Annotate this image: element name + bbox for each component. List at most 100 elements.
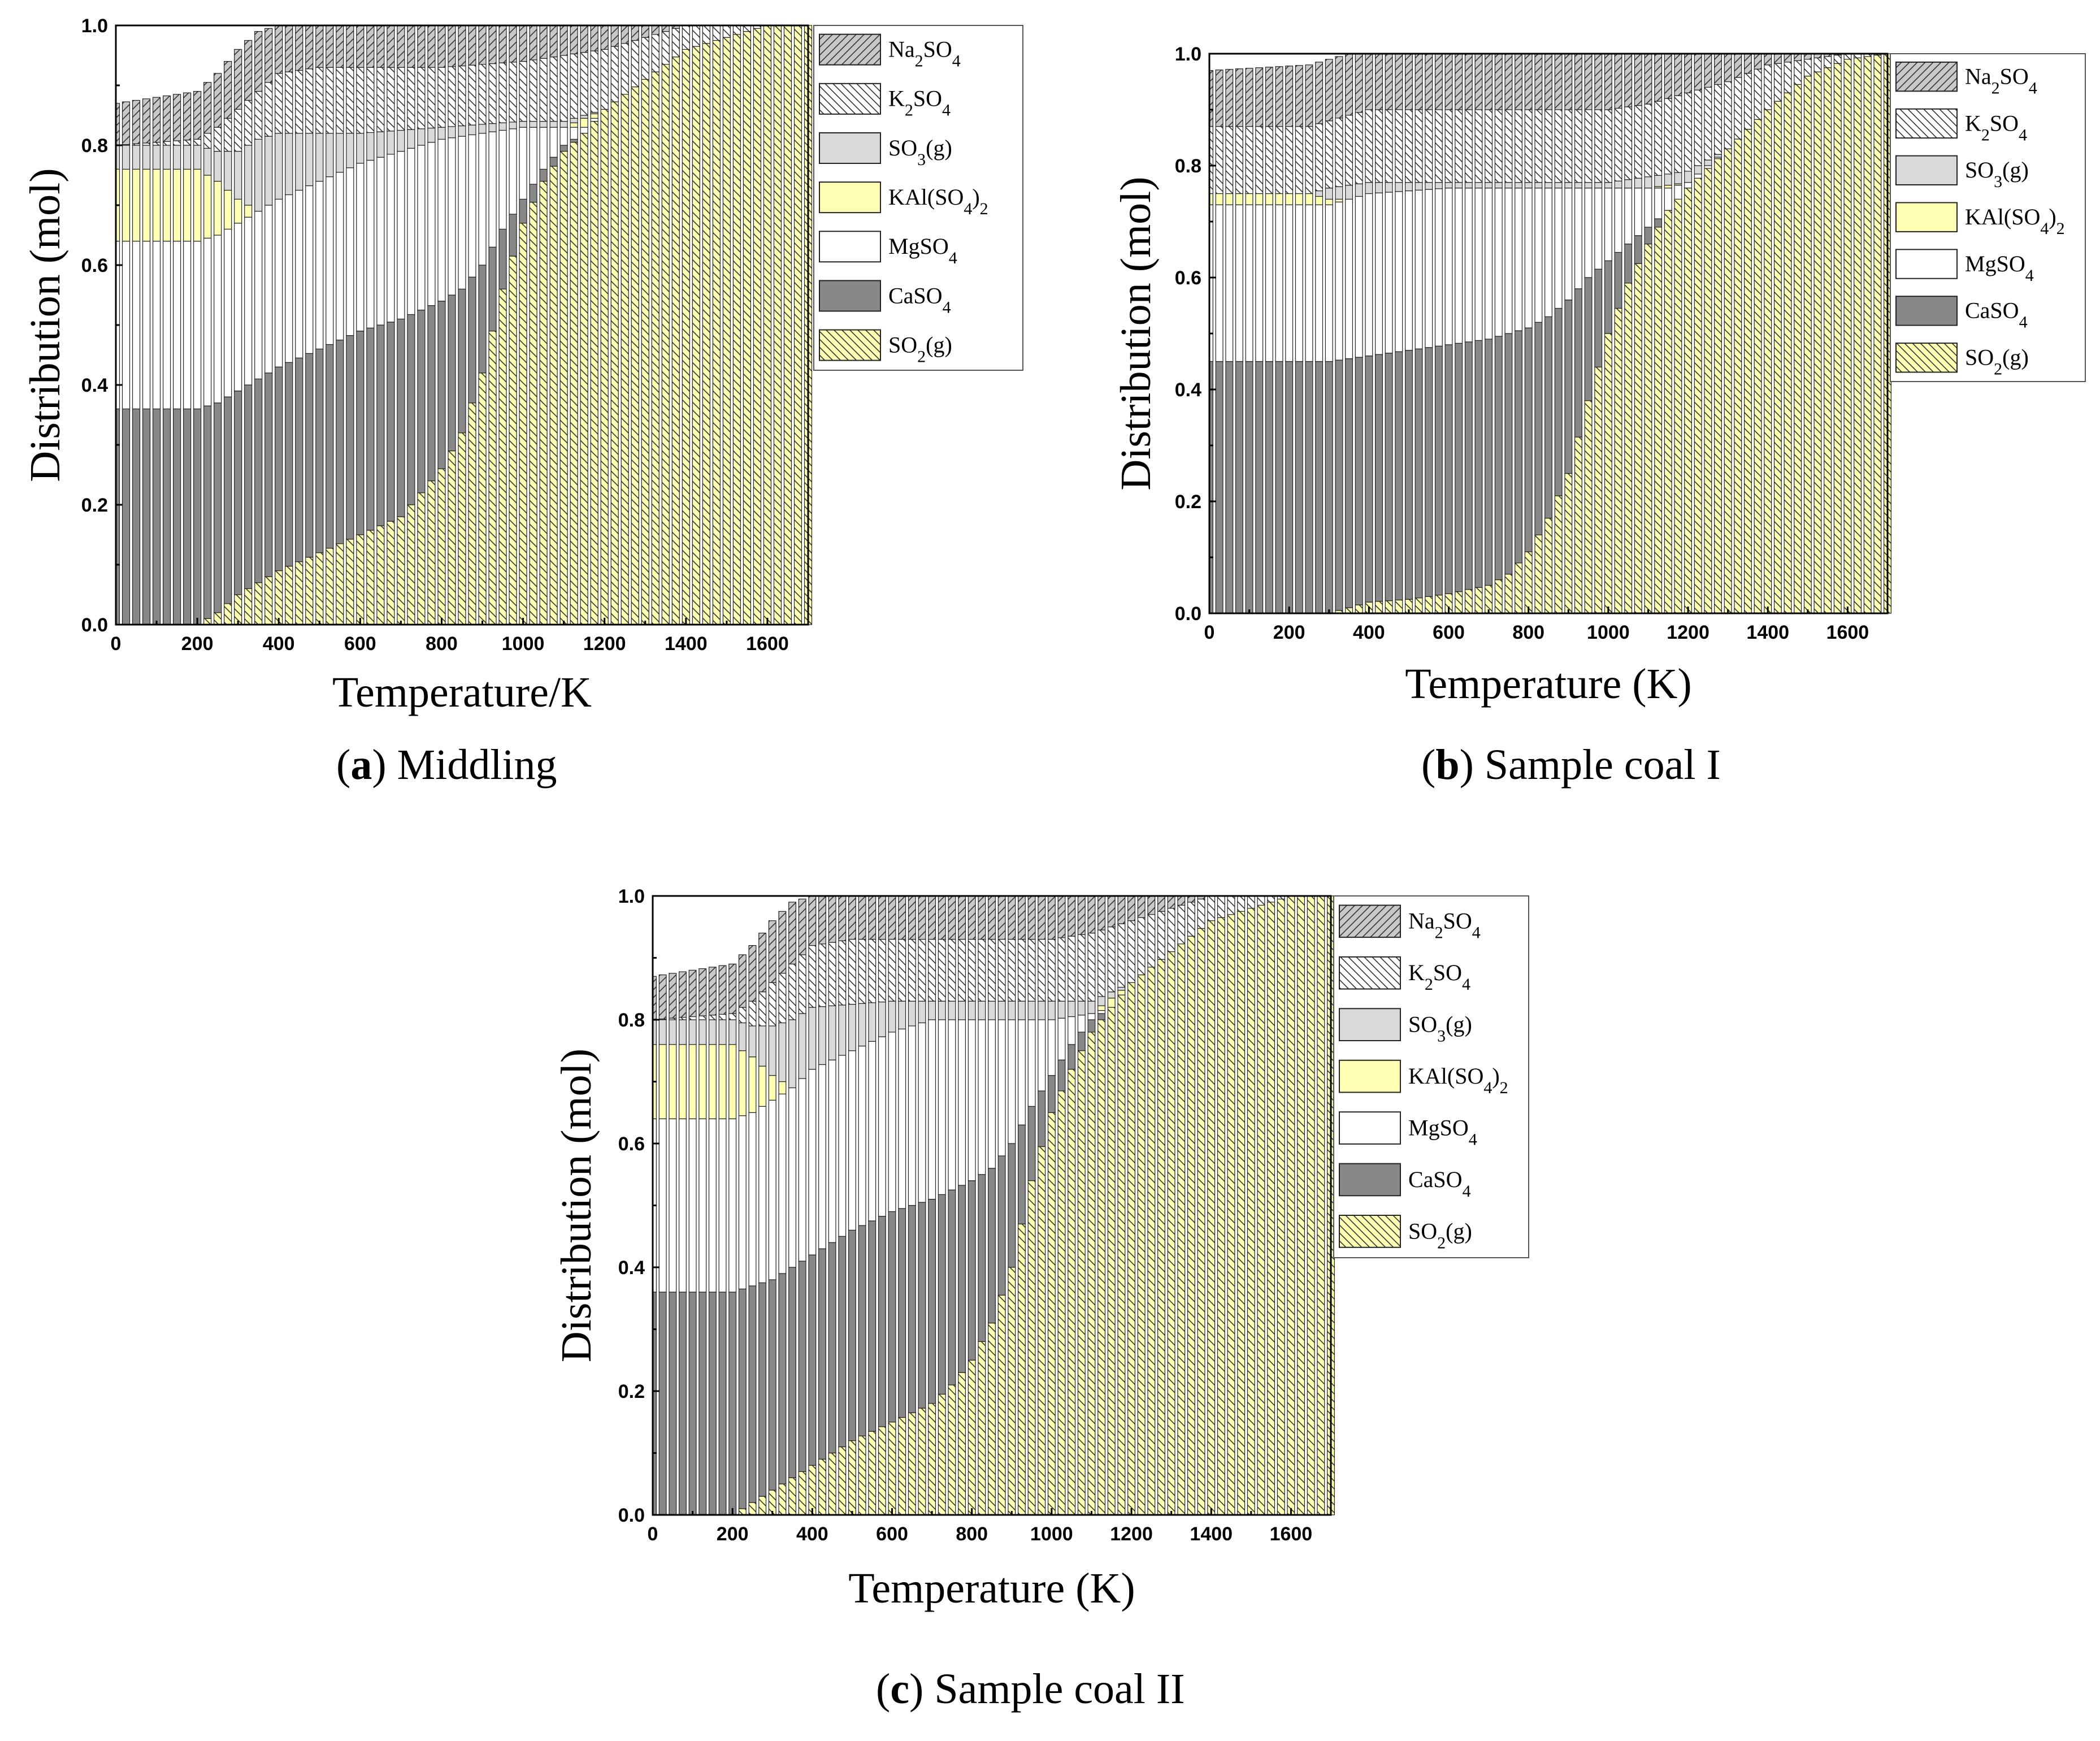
bar-segment-KAlSO4 [132,168,141,242]
bar-segment-SO3g [948,1001,956,1020]
y-tick-label: 0.0 [618,1505,645,1526]
bar-segment-Na2SO4 [570,25,578,54]
bar-segment-CaSO4 [417,309,426,493]
bar-segment-SO3g [1524,182,1533,189]
bar-segment-SO2g [1087,1032,1096,1515]
bar-segment-MgSO4 [768,1099,776,1280]
bar-segment-MgSO4 [708,1118,717,1293]
bar-segment-Na2SO4 [1554,53,1563,110]
x-tick-label: 1600 [1826,622,1869,643]
chart-panel-b: 0 200 400 600 800 1000 1200 1400 1600 0.0 0.2 0.4 0.… [1102,31,2091,800]
bar-segment-K2SO4 [651,34,659,72]
bar-segment-K2SO4 [1345,115,1353,186]
bar-segment-MgSO4 [928,1019,936,1200]
chart-a-svg: 0 200 400 600 800 1000 1200 1400 1600 0.0 0.2 0.4 0.… [21,15,1023,716]
bar-segment-Na2SO4 [661,25,670,32]
x-tick-label: 1400 [665,633,708,655]
bar-segment-SO3g [958,1001,966,1020]
bar-segment-CaSO4 [427,305,436,482]
bar-segment-K2SO4 [549,57,558,122]
legend-swatch-Na2SO4 [819,33,881,66]
bar-segment-SO2g [1425,596,1433,614]
y-tick-label: 0.4 [1175,379,1201,401]
bar-segment-MgSO4 [1674,185,1682,200]
bar-segment-SO2g [758,1496,767,1515]
bar-segment-CaSO4 [988,1168,996,1324]
bar-segment-K2SO4 [1395,109,1403,183]
bar-segment-K2SO4 [631,40,639,88]
bar-segment-CaSO4 [1365,355,1373,603]
bar-segment-CaSO4 [1385,353,1393,601]
bar-segment-K2SO4 [1325,120,1333,189]
bar-segment-SO3g [1594,182,1603,189]
bar-segment-MgSO4 [468,134,476,278]
bar-segment-Na2SO4 [1375,53,1383,110]
bar-segment-SO3g [244,145,253,206]
bar-segment-K2SO4 [1564,109,1573,183]
legend-swatch-CaSO4 [1895,296,1958,326]
bar-segment-Na2SO4 [224,60,232,119]
bar-segment-CaSO4 [336,339,344,544]
x-tick-label: 1000 [502,633,545,655]
bar-segment-SO2g [1694,177,1702,614]
bar-segment-SO3g [488,123,497,132]
bar-segment-SO3g [224,151,232,191]
bar-segment-SO2g [1187,936,1195,1515]
bar-segment-K2SO4 [1584,109,1593,183]
bar-segment-K2SO4 [1764,64,1772,110]
bar-segment-K2SO4 [488,63,497,124]
bar-segment-MgSO4 [1415,189,1423,349]
bar-segment-MgSO4 [1038,1019,1046,1092]
bar-segment-CaSO4 [295,357,303,562]
legend-swatch-CaSO4 [1339,1163,1401,1197]
bar-segment-MgSO4 [1315,204,1324,362]
bar-segment-K2SO4 [397,67,405,131]
bar-segment-SO2g [1843,59,1852,614]
bar-segment-K2SO4 [692,25,700,47]
bar-segment-CaSO4 [1524,327,1533,552]
bar-segment-CaSO4 [768,1279,776,1491]
bar-segment-CaSO4 [718,1292,727,1515]
bar-segment-SO3g [768,1025,776,1076]
bar-segment-SO3g [275,133,283,200]
bar-segment-CaSO4 [1455,343,1463,592]
bar-segment-K2SO4 [1038,939,1046,1002]
bar-segment-Na2SO4 [1534,53,1543,110]
bar-segment-SO2g [1554,495,1563,614]
bar-segment-SO2g [529,202,537,625]
bar-segment-Na2SO4 [1255,67,1264,127]
bar-segment-SO3g [1714,154,1722,158]
bar-segment-SO3g [448,126,456,138]
bar-segment-SO3g [698,1019,707,1045]
bar-segment-K2SO4 [661,31,670,65]
bar-segment-CaSO4 [878,1216,886,1427]
bar-segment-K2SO4 [1594,109,1603,183]
y-tick-label: 0.2 [81,495,108,516]
bar-segment-CaSO4 [868,1220,877,1432]
bar-segment-CaSO4 [346,335,354,540]
bar-segment-K2SO4 [203,133,212,149]
bar-segment-K2SO4 [254,91,263,140]
bar-segment-SO3g [346,133,354,168]
bar-segment-SO2g [1267,902,1275,1515]
bar-segment-MgSO4 [858,1045,866,1226]
bar-segment-Na2SO4 [203,82,212,134]
bar-segment-KAlSO4 [162,168,171,242]
bar-segment-KAlSO4 [1097,1005,1106,1011]
bar-segment-K2SO4 [264,82,273,137]
x-tick-label: 200 [181,633,214,655]
bar-segment-MgSO4 [1704,165,1712,169]
bar-segment-SO2g [743,31,751,625]
bar-segment-Na2SO4 [458,25,466,67]
bar-segment-SO3g [888,1001,896,1033]
bar-segment-MgSO4 [938,1019,946,1195]
bar-segment-KAlSO4 [708,1044,717,1119]
bar-segment-K2SO4 [748,1001,757,1027]
bar-segment-KAlSO4 [1255,193,1264,205]
bar-segment-SO3g [1654,175,1663,187]
bar-segment-K2SO4 [1404,109,1413,183]
bar-segment-SO3g [967,1001,976,1020]
bar-segment-MgSO4 [1068,1016,1076,1045]
bar-segment-MgSO4 [1564,188,1573,301]
bar-segment-K2SO4 [1245,126,1253,194]
